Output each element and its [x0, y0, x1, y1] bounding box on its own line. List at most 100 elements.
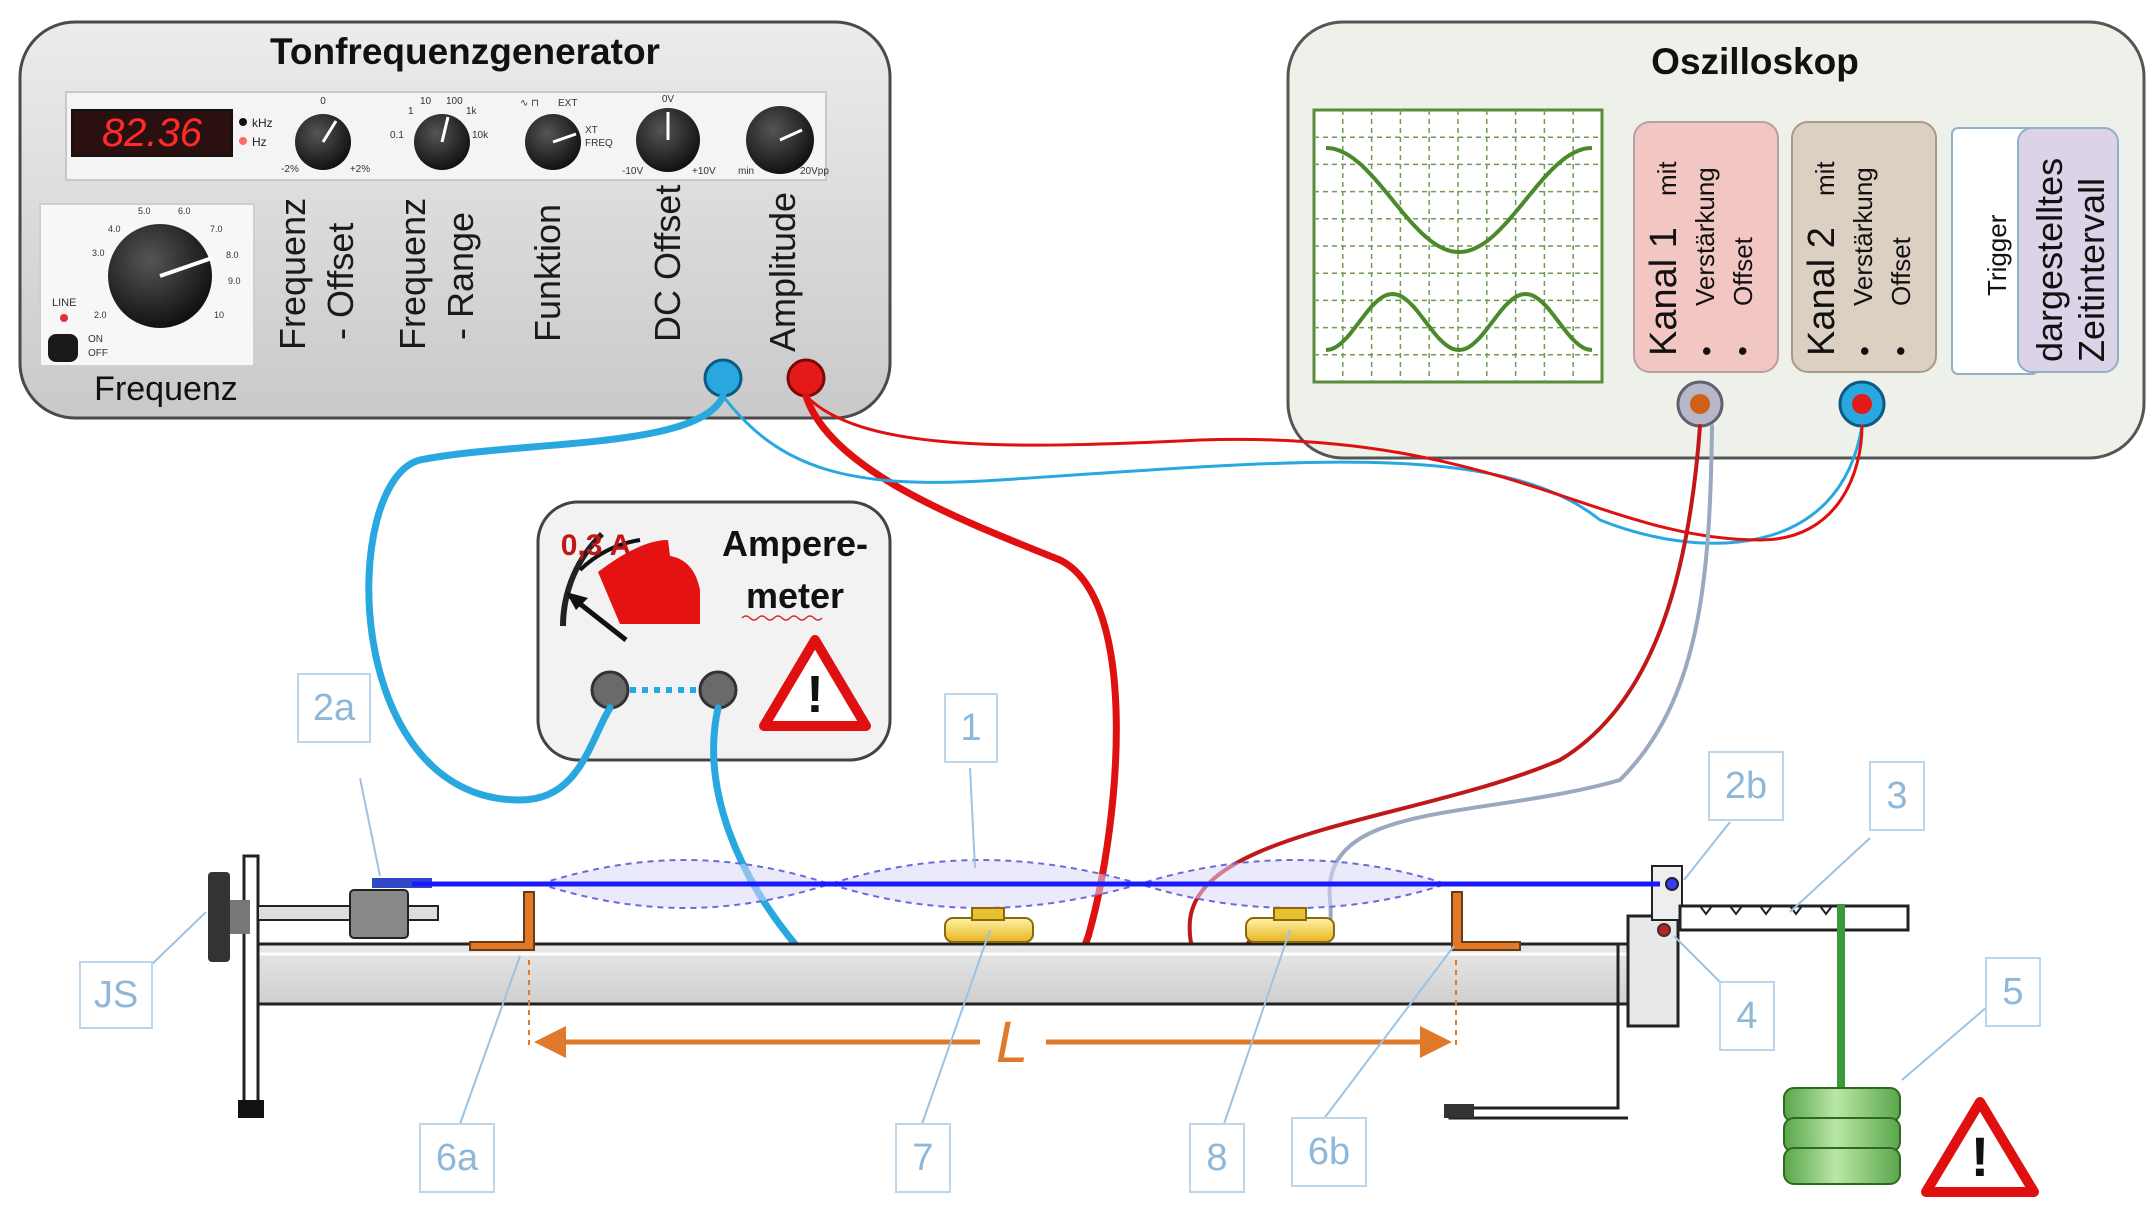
- wire-support-6a: [469, 891, 535, 951]
- dial-tick: 7.0: [210, 224, 223, 234]
- waveform-symbols: ∿ ⊓: [520, 98, 539, 109]
- dial-tick: 5.0: [138, 206, 151, 216]
- label-frequency-range-line1: Frequenz: [392, 198, 433, 350]
- callout-5: 5: [2002, 971, 2023, 1013]
- scale-label: 10k: [472, 130, 489, 141]
- callout-4: 4: [1736, 995, 1757, 1037]
- line-led-icon: [60, 314, 68, 322]
- channel-2-panel[interactable]: Kanal 2 mit • Verstärkung • Offset: [1791, 121, 1937, 373]
- scale-label: 1k: [466, 106, 478, 117]
- ammeter-jack-left[interactable]: [590, 670, 630, 710]
- frequency-display-value: 82.36: [102, 111, 203, 155]
- wire-support-6b: [1451, 891, 1521, 951]
- trace-channel-1: [1325, 146, 1593, 255]
- warning-icon: !: [1921, 1097, 2039, 1197]
- scale-label: 10: [420, 96, 432, 107]
- unit-hz: Hz: [252, 135, 267, 149]
- label-dc-offset: DC Offset: [647, 185, 688, 342]
- knob-amplitude[interactable]: min 20Vpp: [738, 106, 829, 177]
- dial-tick: 8.0: [226, 250, 239, 260]
- scale-label: -10V: [622, 166, 643, 177]
- trace-channel-2: [1325, 291, 1593, 353]
- scale-label: 100: [446, 96, 463, 107]
- output-jack-ground[interactable]: [703, 358, 743, 398]
- scale-label: XT: [585, 125, 598, 136]
- frequency-label: Frequenz: [94, 370, 238, 408]
- tone-generator: Tonfrequenzgenerator 82.36 kHz Hz 0 -2% …: [18, 20, 892, 420]
- oscilloscope-screen: [1312, 108, 1604, 384]
- label-function: Funktion: [527, 204, 568, 342]
- on-label: ON: [88, 334, 103, 345]
- ammeter-limit: 0,3 A: [561, 529, 632, 562]
- trigger-panel[interactable]: Trigger: [1951, 127, 2039, 375]
- scale-label: 0.1: [390, 130, 404, 141]
- dial-tick: 3.0: [92, 248, 105, 258]
- weights: [1783, 1087, 1901, 1185]
- dial-tick: 4.0: [108, 224, 121, 234]
- channel-1-gain: Verstärkung: [1690, 167, 1720, 306]
- dial-tick: 9.0: [228, 276, 241, 286]
- line-label: LINE: [52, 297, 76, 309]
- oscilloscope-title: Oszilloskop: [1651, 41, 1859, 82]
- apparatus: ! L: [208, 854, 2039, 1197]
- contact-clip-8[interactable]: [1245, 907, 1335, 943]
- label-amplitude: Amplitude: [762, 192, 803, 352]
- knob-frequency[interactable]: [108, 224, 213, 328]
- callout-8: 8: [1206, 1137, 1227, 1179]
- dial-tick: 10: [214, 310, 224, 320]
- scale-label: 0V: [662, 94, 675, 105]
- callout-1: 1: [960, 707, 981, 749]
- left-stand: [242, 854, 260, 1112]
- wire-clamp-left: [349, 889, 409, 939]
- khz-indicator-icon: [239, 118, 247, 126]
- label-frequency-range-line2: - Range: [440, 212, 481, 340]
- knob-frequency-offset[interactable]: 0 -2% +2%: [281, 96, 370, 175]
- dial-scale: 2.0 3.0 4.0 5.0 6.0 7.0 8.0 9.0 10: [92, 206, 241, 320]
- callout-2b: 2b: [1725, 765, 1767, 807]
- knob-function[interactable]: ∿ ⊓ EXT XT FREQ: [520, 98, 613, 170]
- ammeter: 0,3 A Ampere- meter !: [536, 500, 892, 762]
- channel-1-panel[interactable]: Kanal 1 mit • Verstärkung • Offset: [1633, 121, 1779, 373]
- callout-js: JS: [94, 974, 138, 1016]
- scale-label: min: [738, 166, 754, 177]
- power-switch[interactable]: [48, 334, 78, 362]
- scale-label: +2%: [350, 164, 370, 175]
- channel-1-mit: mit: [1652, 161, 1682, 196]
- ammeter-red-zone: [598, 540, 700, 624]
- frequency-display: [71, 109, 233, 157]
- time-interval-panel[interactable]: dargestelltes Zeitintervall: [2017, 127, 2119, 373]
- callout-6b: 6b: [1308, 1131, 1350, 1173]
- output-jack-signal[interactable]: [786, 358, 826, 398]
- unit-khz: kHz: [252, 116, 273, 130]
- time-interval-line2: Zeitintervall: [2071, 178, 2112, 362]
- warning-icon: !: [759, 635, 871, 731]
- channel-2-offset: Offset: [1886, 236, 1916, 306]
- hz-indicator-icon: [239, 137, 247, 145]
- label-frequency-offset-line1: Frequenz: [272, 198, 313, 350]
- tension-screw-knob[interactable]: [208, 872, 230, 962]
- off-label: OFF: [88, 348, 108, 359]
- channel-2-title: Kanal 2: [1801, 227, 1843, 356]
- channel-1-bullet: •: [1727, 346, 1758, 356]
- channel-1-jack-core-icon: [1690, 394, 1710, 414]
- trigger-label: Trigger: [1982, 214, 2012, 296]
- generator-title: Tonfrequenzgenerator: [270, 31, 660, 72]
- channel-2-bullet: •: [1885, 346, 1916, 356]
- knob-frequency-range[interactable]: 1 10 100 1k 10k 0.1: [390, 96, 489, 170]
- channel-1-bullet: •: [1691, 346, 1722, 356]
- scale-label: 1: [408, 106, 414, 117]
- channel-2-gain: Verstärkung: [1848, 167, 1878, 306]
- time-interval-line1: dargestelltes: [2029, 158, 2070, 362]
- knob-dc-offset[interactable]: 0V -10V +10V: [622, 94, 716, 177]
- oscilloscope: Oszilloskop Kanal 1 mit • Verstärkung • …: [1286, 20, 2146, 460]
- ammeter-title-1: Ampere-: [722, 523, 868, 564]
- svg-text:!: !: [806, 666, 823, 724]
- cable-red-thin-scope: [804, 394, 1864, 542]
- ammeter-jack-right[interactable]: [698, 670, 738, 710]
- ammeter-title-2: meter: [746, 575, 844, 616]
- channel-2-mit: mit: [1810, 161, 1840, 196]
- contact-clip-7[interactable]: [944, 907, 1034, 943]
- callout-7: 7: [912, 1137, 933, 1179]
- scale-label: -2%: [281, 164, 299, 175]
